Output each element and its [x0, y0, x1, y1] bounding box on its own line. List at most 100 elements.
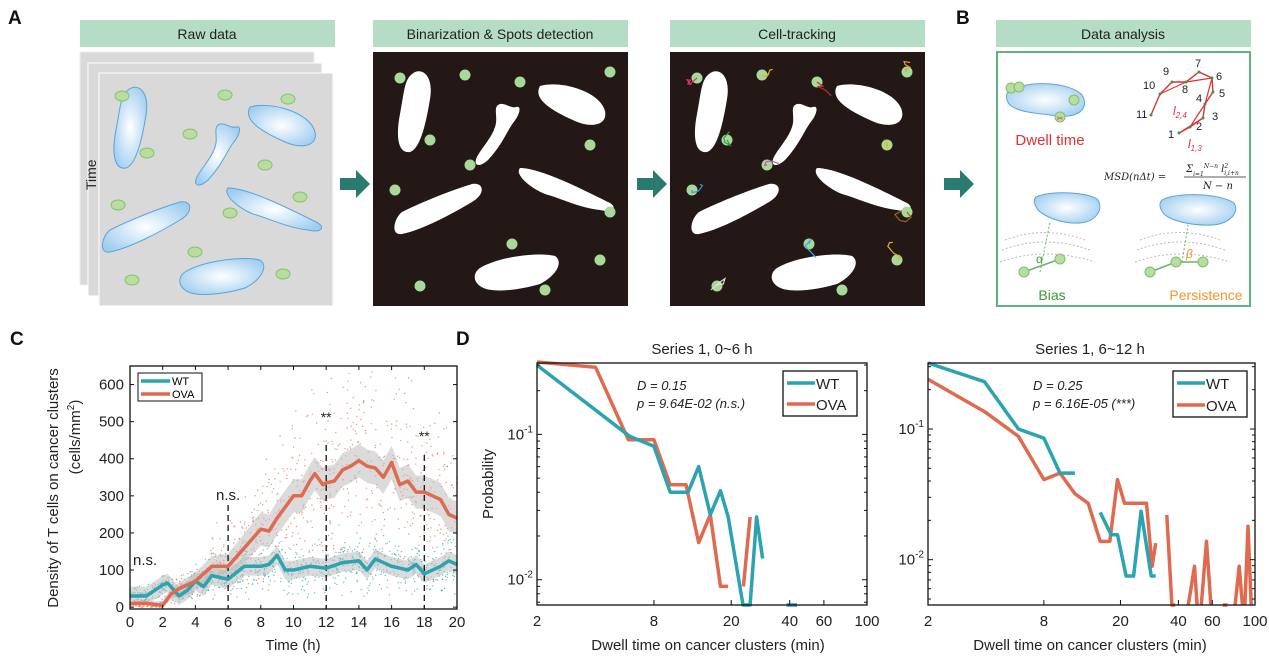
scatter-point [406, 458, 409, 461]
scatter-point [369, 582, 371, 584]
scatter-point [270, 483, 272, 486]
scatter-point [279, 435, 281, 437]
scatter-point [150, 606, 152, 608]
spot [514, 76, 526, 88]
stat-p: p = 6.16E-05 (***) [1032, 396, 1135, 411]
y-tick-label: 0 [116, 599, 124, 616]
scatter-point [298, 454, 301, 456]
scatter-point [265, 473, 267, 475]
scatter-point [442, 544, 444, 547]
scatter-point [445, 481, 447, 484]
scatter-point [247, 524, 250, 527]
series-line-ova [1233, 564, 1245, 606]
scatter-point [371, 576, 374, 578]
scatter-point [329, 403, 331, 406]
scatter-point [350, 425, 352, 427]
x-tick-label: 18 [416, 614, 433, 631]
scatter-point [347, 499, 350, 501]
scatter-point [236, 596, 238, 598]
scatter-point [418, 554, 421, 557]
scatter-point [397, 518, 399, 520]
scatter-point [164, 595, 166, 598]
scatter-point [395, 554, 397, 556]
scatter-point [345, 577, 347, 579]
displacement-line [1204, 77, 1213, 105]
scatter-point [262, 578, 265, 580]
scatter-point [342, 551, 345, 553]
scatter-point [224, 552, 227, 555]
scatter-point [374, 444, 377, 446]
trajectory: 1 234 5 6 7 8 9 10 11 [1136, 58, 1225, 141]
scatter-point [239, 581, 241, 584]
scatter-point [408, 557, 410, 559]
scatter-point [358, 408, 360, 411]
scatter-point [329, 520, 331, 522]
scatter-point [375, 428, 377, 431]
scatter-point [211, 537, 213, 539]
scatter-point [147, 583, 150, 586]
scatter-point [279, 480, 281, 483]
scatter-point [399, 555, 402, 558]
scatter-point [359, 513, 361, 516]
binary-blob [397, 71, 431, 153]
scatter-point [238, 537, 240, 540]
scatter-point [378, 503, 380, 505]
l24-label: l2,4 [1173, 104, 1187, 120]
scatter-point [375, 540, 378, 542]
scatter-point [446, 465, 448, 468]
scatter-point [355, 495, 357, 497]
scatter-point [362, 548, 365, 550]
scatter-point [438, 524, 440, 526]
scatter-point [397, 581, 399, 584]
scatter-point [233, 585, 235, 588]
scatter-point [295, 469, 297, 471]
series-line-wt [130, 553, 458, 598]
scatter-point [427, 555, 429, 558]
scatter-point [355, 572, 357, 575]
scatter-point [442, 465, 445, 467]
scatter-point [414, 590, 416, 592]
scatter-point [210, 549, 212, 552]
scatter-point [191, 597, 193, 600]
scatter-point [344, 447, 346, 450]
scatter-point [408, 533, 410, 535]
scatter-point [432, 580, 435, 582]
scatter-point [392, 492, 395, 494]
trajectory-point [1197, 70, 1201, 74]
scatter-point [433, 558, 435, 561]
binary-blob [835, 84, 903, 125]
scatter-point [219, 538, 221, 540]
header-analysis-text: Data analysis [1081, 26, 1165, 42]
scatter-point [429, 588, 432, 590]
scatter-point [433, 550, 436, 553]
scatter-point [261, 588, 264, 590]
x-tick-label: 60 [1204, 613, 1221, 630]
scatter-point [411, 593, 413, 595]
plot-frame [536, 362, 868, 606]
scatter-point [336, 448, 338, 450]
scatter-point [434, 422, 436, 424]
scatter-point [336, 583, 338, 586]
scatter-point [416, 552, 419, 555]
x-axis-label: Dwell time on cancer clusters (min) [591, 637, 824, 654]
y-tick-label: 10-2 [898, 550, 924, 569]
scatter-point [407, 441, 409, 443]
scatter-point [332, 461, 334, 463]
scatter-point [140, 606, 142, 608]
scatter-point [354, 430, 356, 432]
scatter-point [280, 577, 282, 579]
scatter-point [390, 428, 392, 430]
scatter-point [296, 463, 298, 465]
scatter-point [242, 527, 244, 529]
scatter-point [307, 581, 309, 583]
scatter-point [248, 575, 250, 578]
scatter-point [403, 458, 405, 460]
scatter-point [404, 526, 406, 529]
scatter-point [386, 425, 389, 427]
scatter-point [359, 443, 361, 445]
scatter-point [326, 391, 328, 394]
scatter-point [254, 495, 256, 497]
scatter-point [240, 578, 242, 580]
scatter-point [291, 428, 293, 430]
scatter-point [281, 549, 283, 551]
